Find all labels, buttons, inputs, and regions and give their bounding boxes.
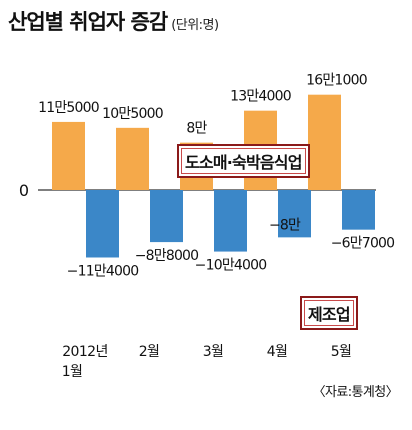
data-label-service-1: 10만5000	[102, 106, 163, 122]
x-tick-label-4-0: 5월	[331, 344, 352, 360]
unit-label: (단위:명)	[171, 18, 219, 33]
bar-service-1	[116, 127, 149, 190]
data-label-service-4: 16만1000	[306, 73, 367, 89]
x-tick-label-0-0: 2012년	[62, 344, 108, 360]
bar-service-4	[308, 94, 341, 190]
chart-title: 산업별 취업자 증감 (단위:명)	[8, 6, 219, 36]
bar-service-0	[52, 121, 85, 190]
data-label-manufacturing-2: −10만4000	[195, 258, 267, 274]
x-tick-label-1-0: 2월	[139, 344, 160, 360]
bar-manufacturing-1	[150, 190, 183, 243]
data-label-manufacturing-3: −8만	[269, 217, 301, 233]
bar-manufacturing-0	[86, 190, 119, 258]
data-label-service-0: 11만5000	[38, 100, 99, 116]
x-tick-label-2-0: 3월	[203, 344, 224, 360]
data-label-manufacturing-0: −11만4000	[67, 263, 139, 279]
data-label-manufacturing-4: −6만7000	[331, 236, 395, 252]
bar-manufacturing-4	[342, 190, 375, 230]
zero-tick-label: 0	[19, 181, 29, 200]
source-label: 〈자료:통계청〉	[313, 385, 398, 400]
title-text: 산업별 취업자 증감	[8, 10, 168, 34]
bar-manufacturing-2	[214, 190, 247, 252]
data-label-manufacturing-1: −8만8000	[135, 248, 199, 264]
x-tick-label-3-0: 4월	[267, 344, 288, 360]
data-label-service-3: 13만4000	[230, 89, 291, 105]
bar-manufacturing-3	[278, 190, 311, 238]
legend-service: 도소매·숙박음식업	[177, 144, 310, 178]
legend-manufacturing: 제조업	[300, 296, 358, 330]
data-label-service-2: 8만	[186, 121, 207, 137]
x-tick-label-0-1: 1월	[62, 364, 83, 380]
